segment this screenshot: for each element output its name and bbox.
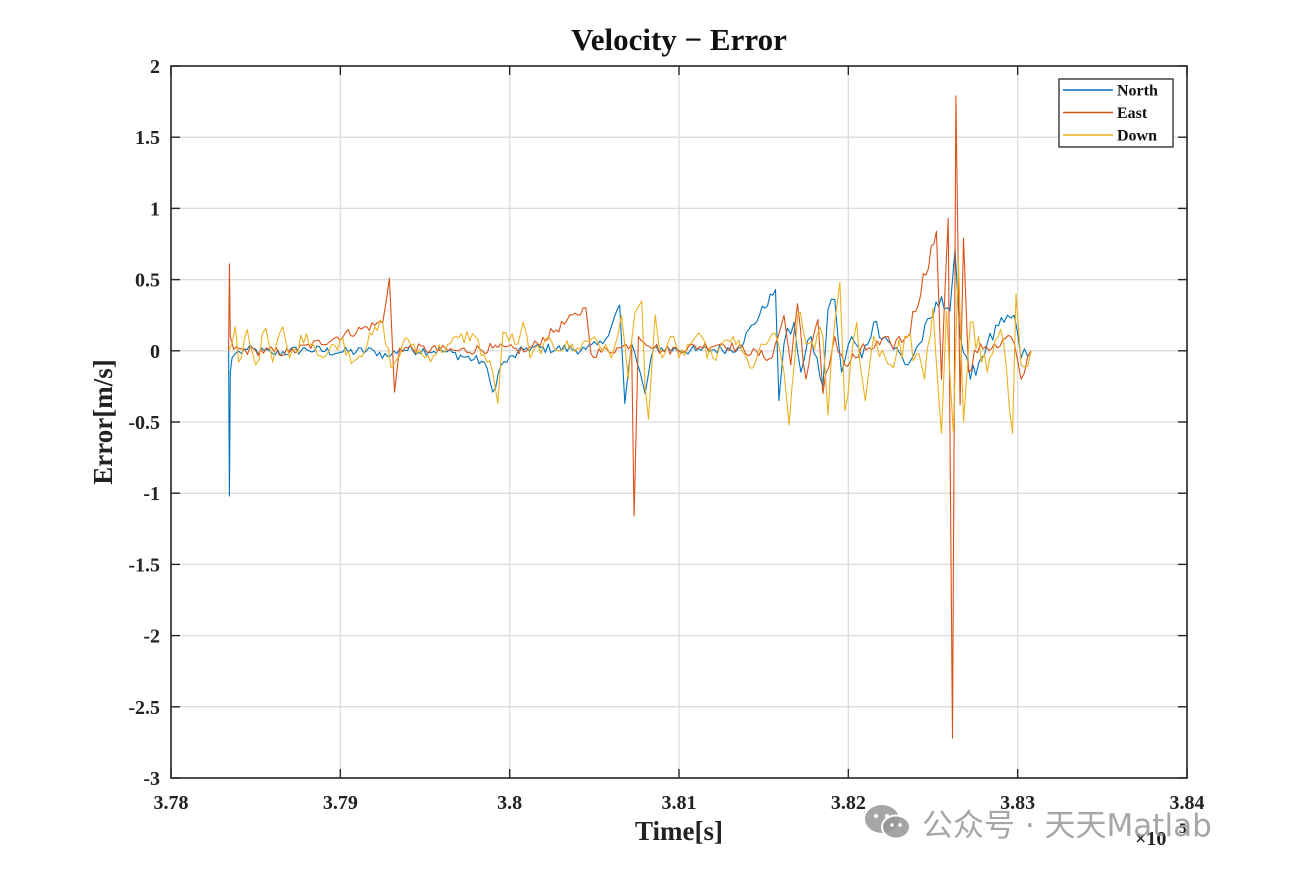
y-tick-label: -2.5: [128, 697, 160, 719]
y-tick-label: -1: [143, 483, 160, 505]
x-tick-label: 3.8: [497, 792, 522, 814]
chart-title: Velocity − Error: [571, 22, 787, 57]
y-tick-label: 0: [150, 341, 160, 363]
legend-label-north: North: [1117, 83, 1158, 100]
x-tick-label: 3.83: [1000, 792, 1035, 814]
x-tick-label: 3.78: [154, 792, 189, 814]
y-tick-label: 2: [150, 56, 160, 78]
x-axis-label: Time[s]: [635, 816, 723, 846]
series-lines: [228, 95, 1032, 739]
watermark-text: 公众号 · 天天Matlab: [922, 807, 1212, 844]
y-tick-label: 0.5: [135, 270, 160, 292]
series-line-north: [228, 249, 1032, 497]
x-tick-label: 3.84: [1170, 792, 1205, 814]
y-axis-label: Error[m/s]: [88, 359, 118, 484]
legend-label-down: Down: [1117, 128, 1157, 145]
y-tick-label: 1: [150, 198, 160, 220]
legend: North East Down: [1058, 78, 1174, 148]
x-tick-label: 3.82: [831, 792, 866, 814]
x-tick-label: 3.79: [323, 792, 358, 814]
x-exponent-power: 5: [1179, 821, 1187, 837]
y-tick-label: -0.5: [128, 412, 160, 434]
watermark: 公众号 · 天天Matlab: [862, 800, 1212, 844]
y-tick-label: -1.5: [128, 554, 160, 576]
y-tick-label: 1.5: [135, 127, 160, 149]
wechat-icon: [862, 802, 914, 842]
series-line-down: [228, 259, 1032, 434]
x-exponent-label: ×10: [1135, 828, 1166, 850]
axis-ticks: 3.78 3.79 3.8 3.81 3.82 3.83 3.84 2 1.5 1 0.5 0 -0.5…: [128, 56, 1204, 814]
y-tick-label: -3: [143, 768, 160, 790]
legend-label-east: East: [1117, 105, 1148, 122]
y-tick-label: -2: [143, 626, 160, 648]
series-line-east: [228, 95, 1032, 739]
x-tick-label: 3.81: [662, 792, 697, 814]
